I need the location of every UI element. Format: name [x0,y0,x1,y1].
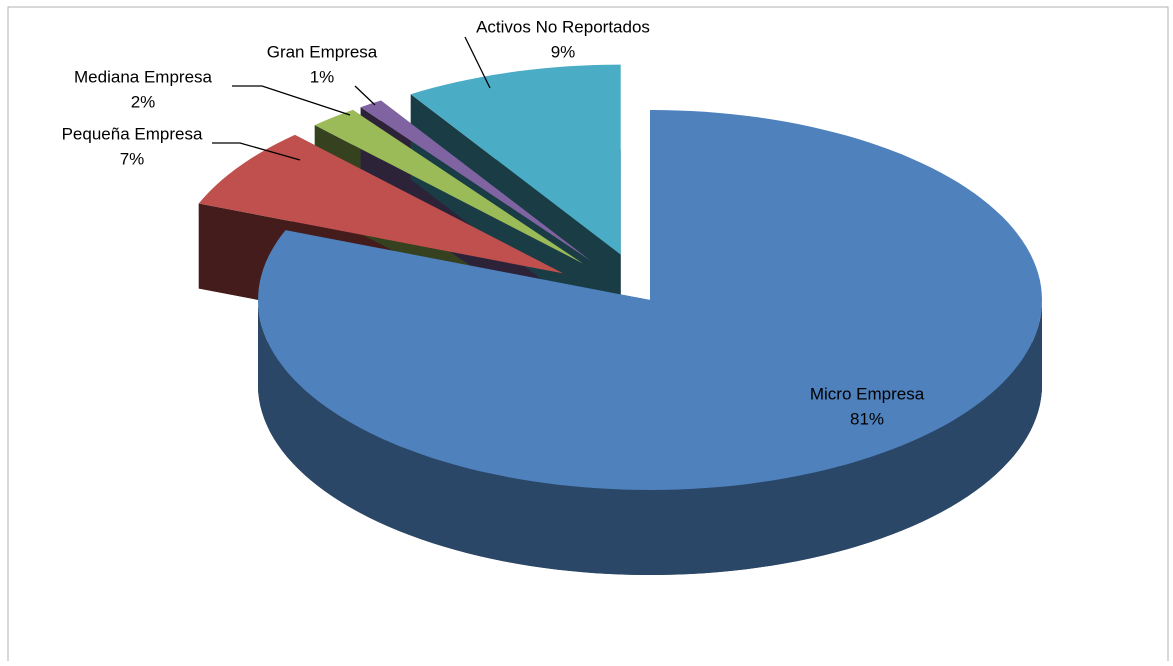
slice [360,100,591,261]
slice-value-label: 2% [131,92,156,111]
slice-label: Activos No Reportados [476,17,650,36]
slice-label: Gran Empresa [267,42,378,61]
slice-label: Mediana Empresa [74,67,213,86]
slice-value-label: 81% [850,409,884,428]
slice [410,64,621,255]
slice-label: Micro Empresa [810,384,925,403]
slice-value-label: 7% [120,149,145,168]
slice-wall [258,300,1042,575]
slice-value-label: 9% [551,42,576,61]
leader-line [354,85,376,106]
slice [198,134,564,274]
slice-label: Pequeña Empresa [62,124,203,143]
slice [314,109,584,264]
leader-line [464,36,491,89]
leader-line [212,142,301,161]
leader-line [232,85,351,116]
slice-value-label: 1% [310,67,335,86]
slice [258,110,1042,490]
slice-side [410,94,621,340]
